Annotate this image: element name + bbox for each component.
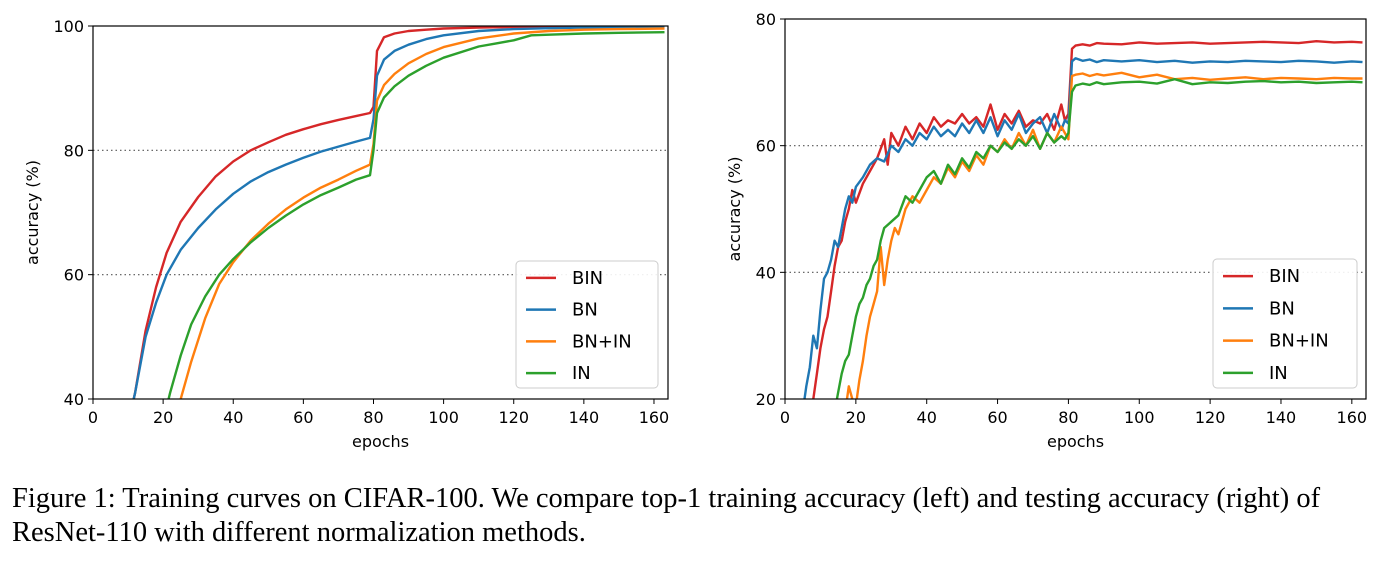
y-tick-label: 20 bbox=[756, 390, 776, 409]
series-line-bn bbox=[132, 26, 665, 399]
left-chart: 0 20 40 60 80 100 120 140 160 40 60 80 100 epochs accu… bbox=[23, 17, 669, 451]
series-line-in bbox=[167, 31, 665, 399]
y-tick-label: 60 bbox=[64, 266, 84, 285]
legend-box bbox=[1212, 258, 1358, 389]
x-tick-label: 0 bbox=[780, 408, 790, 427]
y-tick-label: 100 bbox=[53, 17, 84, 36]
y-axis-label: accuracy (%) bbox=[23, 160, 42, 265]
legend-label: IN bbox=[1269, 363, 1288, 384]
y-tick-label: 40 bbox=[756, 263, 776, 282]
figure-caption: Figure 1: Training curves on CIFAR-100. … bbox=[12, 483, 1321, 548]
x-tick-label: 140 bbox=[1266, 408, 1297, 427]
legend-label: BIN bbox=[1269, 266, 1300, 287]
legend: BIN BN BN+IN IN bbox=[1212, 258, 1358, 389]
legend-box bbox=[515, 260, 659, 389]
x-tick-label: 140 bbox=[569, 408, 600, 427]
x-tick-label: 160 bbox=[639, 408, 670, 427]
series-line-bin bbox=[132, 26, 665, 399]
legend-label: BN+IN bbox=[1269, 331, 1329, 352]
y-tick-label: 80 bbox=[756, 10, 776, 29]
x-tick-label: 60 bbox=[987, 408, 1007, 427]
legend-label: IN bbox=[572, 363, 591, 384]
right-chart: 0 20 40 60 80 100 120 140 16020406080epochsaccur… bbox=[725, 10, 1367, 451]
y-tick-label: 40 bbox=[64, 390, 84, 409]
x-tick-label: 80 bbox=[1058, 408, 1078, 427]
x-tick-label: 120 bbox=[498, 408, 529, 427]
legend-label: BIN bbox=[572, 268, 603, 289]
y-axis-label: accuracy (%) bbox=[725, 157, 744, 262]
x-tick-label: 100 bbox=[1124, 408, 1155, 427]
legend: BIN BN BN+IN IN bbox=[515, 260, 659, 389]
x-tick-label: 20 bbox=[153, 408, 173, 427]
x-tick-label: 120 bbox=[1195, 408, 1226, 427]
series-line-bin bbox=[812, 40, 1363, 399]
legend-label: BN bbox=[572, 300, 598, 321]
plot-frame bbox=[784, 18, 1367, 400]
x-tick-label: 20 bbox=[846, 408, 866, 427]
series-line-in bbox=[835, 78, 1363, 399]
x-tick-label: 40 bbox=[223, 408, 243, 427]
x-tick-label: 60 bbox=[293, 408, 313, 427]
x-tick-label: 40 bbox=[917, 408, 937, 427]
figure: 0 20 40 60 80 100 120 140 160406080100epochsaccu… bbox=[23, 10, 1367, 451]
series-line-bn-plus-in bbox=[845, 71, 1363, 399]
series-lines bbox=[132, 26, 665, 399]
legend-label: BN bbox=[1269, 298, 1295, 319]
x-axis-label: epochs bbox=[352, 432, 409, 451]
series-line-bn bbox=[803, 57, 1363, 399]
y-tick-label: 60 bbox=[756, 137, 776, 156]
y-tick-label: 80 bbox=[64, 141, 84, 160]
x-tick-label: 100 bbox=[428, 408, 459, 427]
plot-frame bbox=[92, 25, 669, 400]
x-tick-label: 160 bbox=[1337, 408, 1368, 427]
legend-label: BN+IN bbox=[572, 331, 632, 352]
x-tick-label: 80 bbox=[363, 408, 383, 427]
series-lines bbox=[803, 40, 1363, 399]
series-line-bn-plus-in bbox=[179, 27, 665, 399]
x-tick-label: 0 bbox=[88, 408, 98, 427]
x-axis-label: epochs bbox=[1047, 432, 1104, 451]
